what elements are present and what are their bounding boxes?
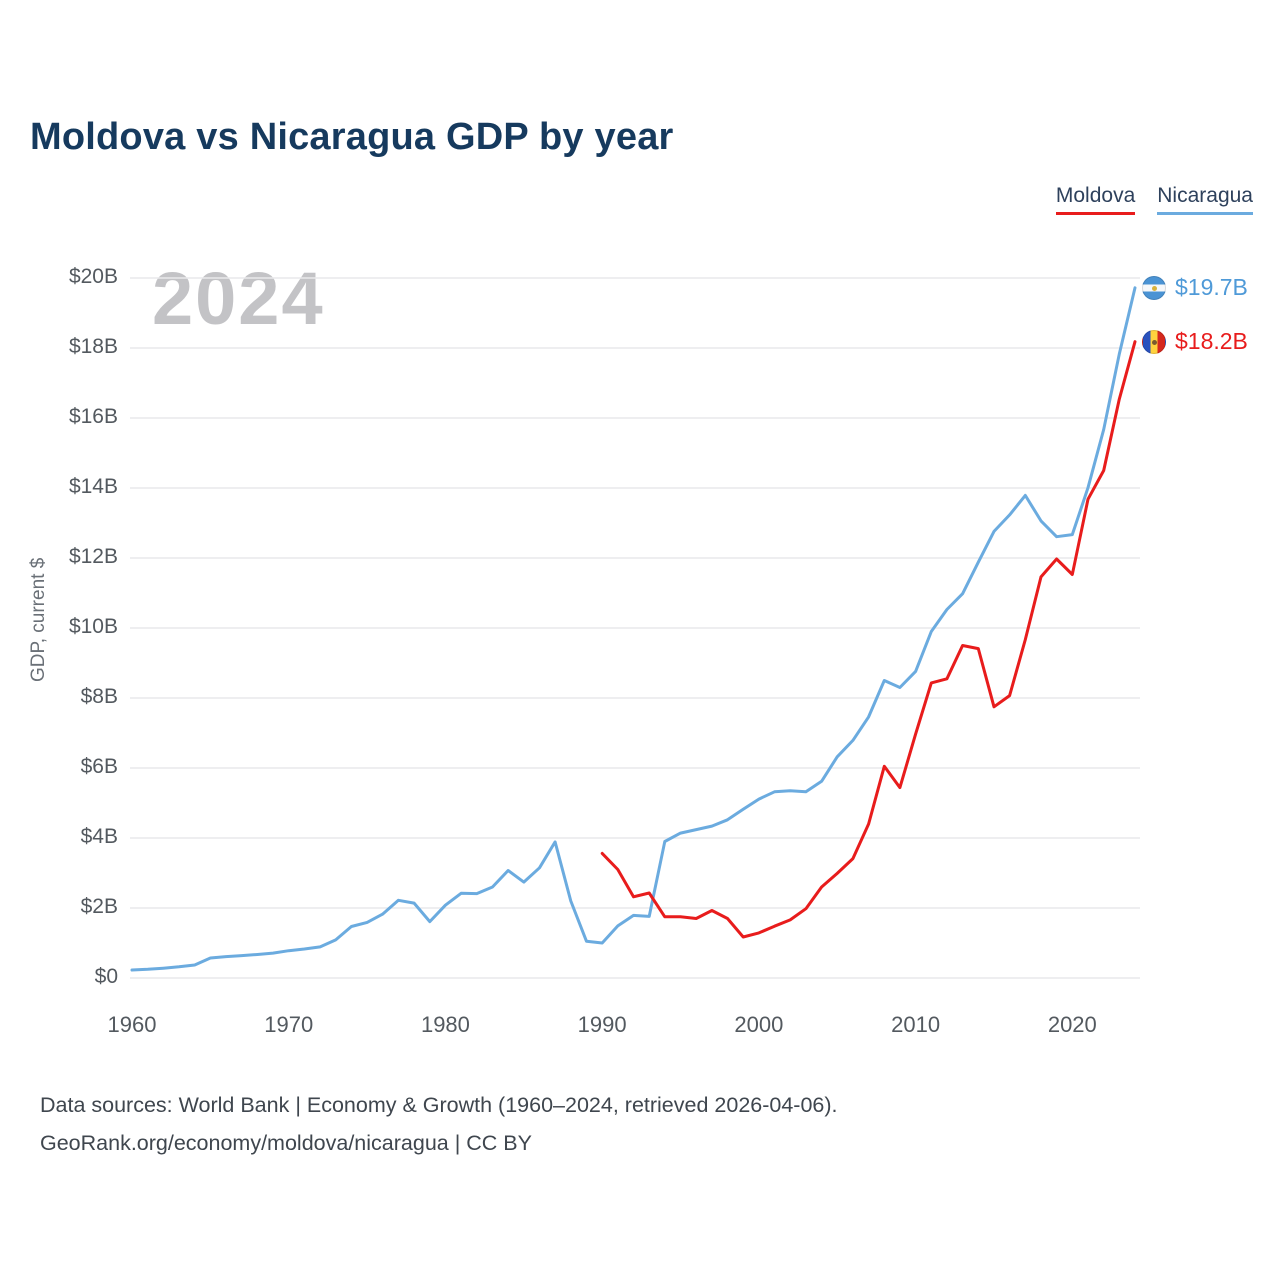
y-tick-label: $16B: [68, 405, 118, 428]
nicaragua-flag-icon: [1142, 275, 1166, 300]
series-legend: Moldova Nicaragua: [1055, 184, 1253, 215]
series-line-moldova[interactable]: [600, 340, 1137, 939]
x-tick-label: 2010: [891, 1012, 941, 1037]
y-tick-label: $4B: [80, 825, 118, 848]
gdp-line-chart[interactable]: [130, 270, 1140, 985]
y-tick-label: $0: [94, 965, 118, 988]
y-tick-label: $12B: [68, 545, 118, 568]
y-tick-label: $6B: [80, 755, 118, 778]
y-tick-label: $18B: [68, 335, 118, 358]
x-tick-label: 1980: [420, 1012, 470, 1037]
x-tick-label: 2000: [734, 1012, 784, 1037]
series-line-nicaragua[interactable]: [130, 286, 1137, 972]
moldova-latest-value: $18.2B: [1175, 328, 1248, 355]
gridlines: [130, 277, 1140, 979]
legend-item-moldova[interactable]: Moldova: [1055, 184, 1136, 215]
x-tick-label: 1960: [107, 1012, 157, 1037]
legend-item-nicaragua[interactable]: Nicaragua: [1157, 184, 1253, 215]
y-tick-label: $14B: [68, 475, 118, 498]
attribution-footer: Data sources: World Bank | Economy & Gro…: [40, 1086, 838, 1162]
y-tick-label: $8B: [80, 685, 118, 708]
x-tick-label: 1990: [577, 1012, 627, 1037]
source-url-line[interactable]: GeoRank.org/economy/moldova/nicaragua | …: [40, 1131, 532, 1155]
page-title: Moldova vs Nicaragua GDP by year: [30, 116, 674, 158]
nicaragua-latest-value: $19.7B: [1175, 274, 1248, 301]
series-lines: [130, 286, 1137, 972]
watermark-year: 2024: [152, 257, 325, 340]
y-tick-label: $10B: [68, 615, 118, 638]
y-tick-label: $2B: [80, 895, 118, 918]
end-label-moldova: $18.2B: [1142, 327, 1248, 357]
moldova-flag-icon: [1142, 329, 1166, 354]
data-sources-line: Data sources: World Bank | Economy & Gro…: [40, 1093, 838, 1117]
x-tick-label: 2020: [1047, 1012, 1097, 1037]
y-tick-label: $20B: [68, 265, 118, 288]
end-label-nicaragua: $19.7B: [1142, 273, 1248, 303]
x-tick-label: 1970: [264, 1012, 314, 1037]
